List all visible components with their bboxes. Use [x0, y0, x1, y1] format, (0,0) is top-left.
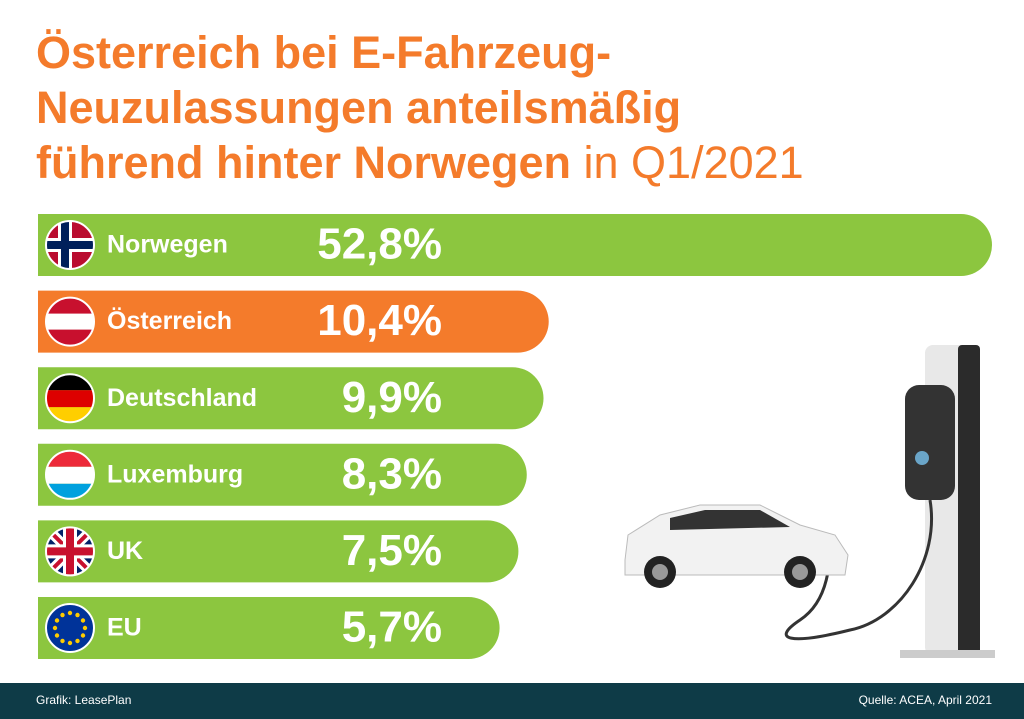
flag-border	[45, 449, 95, 500]
flag	[46, 241, 94, 249]
category-label: Österreich	[107, 306, 232, 335]
flag-border	[45, 220, 95, 270]
footer-credit: Grafik: LeasePlan	[36, 693, 131, 707]
footer-bar	[0, 683, 1024, 719]
category-label: UK	[107, 537, 143, 565]
flag-star	[67, 640, 73, 646]
bar	[38, 367, 544, 430]
bar	[38, 290, 549, 353]
flag-star	[52, 625, 58, 631]
flag-border	[45, 526, 95, 577]
flag-star	[60, 638, 65, 644]
flag	[46, 466, 94, 484]
flag	[46, 527, 94, 576]
flag	[46, 297, 94, 346]
value-label: 52,8%	[317, 220, 442, 269]
flag-border	[45, 373, 95, 424]
category-label: Deutschland	[107, 384, 257, 412]
car-illustration	[624, 504, 849, 588]
flag	[46, 313, 94, 330]
flag-star	[54, 633, 60, 638]
flag	[46, 390, 94, 408]
chart-subtitle: in Q1/2021	[584, 137, 804, 188]
chart-title: führend hinter Norwegen in Q1/2021	[36, 137, 804, 188]
flag-star	[60, 612, 65, 618]
bar	[38, 520, 519, 583]
flag-star	[67, 610, 73, 616]
flag-star	[75, 612, 80, 618]
charging-station-illustration	[784, 345, 995, 658]
bars: Norwegen 52,8% Österreich 10,4% Deutschland 9…	[38, 214, 992, 659]
bar	[38, 214, 992, 276]
flag-star	[54, 618, 60, 623]
flag-star	[82, 625, 88, 631]
category-label: EU	[107, 614, 142, 642]
flag-star	[80, 618, 86, 623]
category-label: Norwegen	[107, 231, 228, 259]
flag	[46, 221, 94, 269]
value-label: 10,4%	[317, 296, 442, 345]
footer-source: Quelle: ACEA, April 2021	[859, 693, 993, 707]
value-label: 9,9%	[342, 373, 442, 422]
bar	[38, 443, 527, 506]
value-label: 8,3%	[342, 449, 442, 498]
value-label: 7,5%	[342, 526, 442, 575]
value-label: 5,7%	[342, 603, 442, 652]
chart-title: Österreich bei E-Fahrzeug-	[36, 27, 611, 78]
flag-star	[80, 633, 86, 638]
flag-border	[45, 296, 95, 347]
category-label: Luxemburg	[107, 460, 243, 488]
flag-border	[45, 603, 95, 653]
chart-title: Neuzulassungen anteilsmäßig	[36, 82, 681, 133]
flag	[61, 221, 69, 269]
flag	[46, 604, 94, 652]
flag-star	[75, 638, 80, 644]
chart-title: führend hinter Norwegen	[36, 137, 571, 188]
bar	[38, 597, 500, 659]
